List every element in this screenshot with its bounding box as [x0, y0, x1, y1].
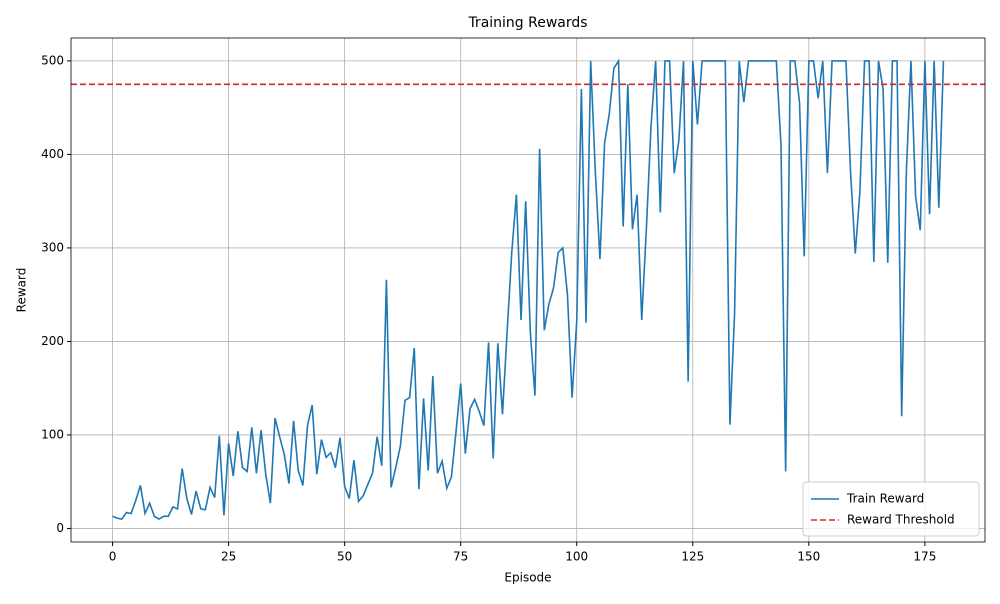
line-series: [112, 58, 945, 521]
x-tick-label: 125: [681, 550, 704, 564]
legend-box: [802, 481, 980, 537]
chart-title: Training Rewards: [467, 15, 587, 31]
x-tick-label: 100: [565, 550, 588, 564]
y-tick-label: 400: [41, 147, 64, 161]
legend: Train Reward Reward Threshold: [802, 481, 980, 537]
y-tick-label: 100: [41, 427, 64, 441]
y-tick-label: 500: [41, 53, 64, 67]
x-tick-label: 0: [109, 550, 117, 564]
y-tick-label: 300: [41, 240, 64, 254]
legend-label: Train Reward: [846, 492, 924, 506]
plot-frame: [70, 37, 986, 543]
legend-label: Reward Threshold: [847, 513, 955, 527]
x-axis-label: Episode: [504, 571, 551, 585]
x-tick-label: 25: [221, 550, 236, 564]
x-tick-label: 150: [797, 550, 820, 564]
y-tick-label: 200: [41, 334, 64, 348]
x-tick-label: 75: [453, 550, 468, 564]
y-axis-label: Reward: [15, 268, 29, 313]
x-tick-label: 50: [337, 550, 352, 564]
y-tick-label: 0: [56, 521, 64, 535]
x-tick-label: 175: [913, 550, 936, 564]
